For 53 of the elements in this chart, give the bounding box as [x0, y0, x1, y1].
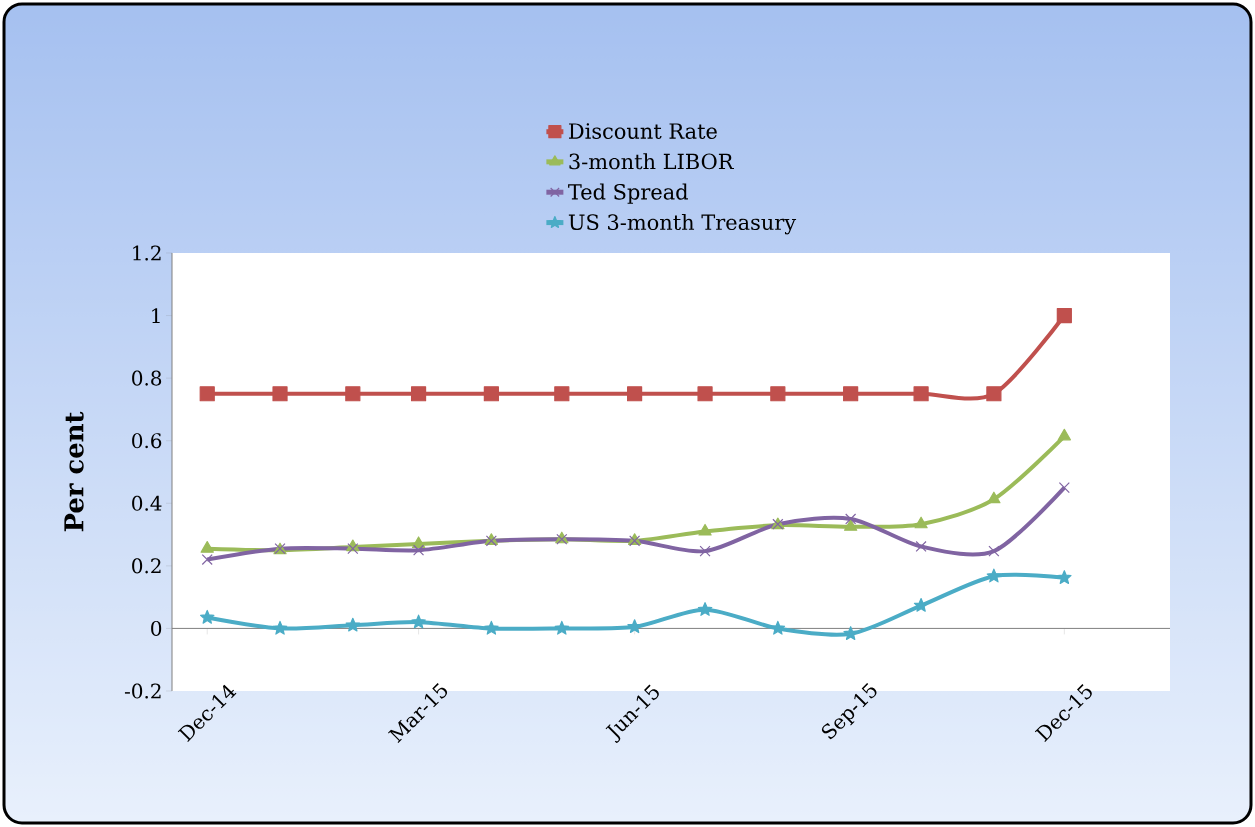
- point: [915, 540, 927, 552]
- point: [627, 619, 642, 634]
- point: [1057, 570, 1072, 584]
- point: [411, 614, 426, 629]
- point: [843, 626, 858, 640]
- y-axis-title: Per cent: [64, 411, 84, 532]
- point: [770, 386, 786, 402]
- point: [200, 541, 214, 553]
- y-tick-label: -0.2: [124, 683, 161, 699]
- point: [913, 597, 929, 612]
- point: [483, 386, 499, 402]
- point: [986, 386, 1002, 402]
- y-tick-label: 0.4: [132, 495, 162, 511]
- point: [913, 386, 929, 402]
- legend-label: 3-month LIBOR: [569, 153, 734, 170]
- y-tick-label: 0: [151, 620, 162, 636]
- point: [554, 620, 570, 635]
- point: [986, 568, 1002, 583]
- legend-label: Discount Rate: [569, 123, 717, 139]
- point: [484, 620, 499, 635]
- point: [843, 519, 858, 531]
- point: [914, 516, 928, 529]
- point: [845, 513, 857, 525]
- point: [347, 543, 359, 555]
- point: [698, 523, 712, 536]
- point: [201, 554, 213, 566]
- point: [345, 617, 361, 632]
- point: [988, 545, 1000, 557]
- point: [1056, 307, 1072, 324]
- point: [770, 620, 786, 635]
- point: [199, 386, 215, 402]
- point: [1057, 428, 1071, 441]
- point: [843, 386, 859, 402]
- y-tick-label: 1: [152, 308, 160, 323]
- y-tick-label: 0.6: [132, 433, 162, 449]
- point: [272, 386, 288, 402]
- y-tick-label: 1.2: [133, 245, 161, 261]
- point: [987, 491, 1001, 504]
- y-tick-label: 0.8: [132, 370, 162, 386]
- legend-label: US 3-month Treasury: [568, 213, 797, 235]
- point: [554, 386, 570, 402]
- point: [699, 545, 711, 557]
- point: [272, 620, 288, 635]
- point: [697, 602, 713, 616]
- point: [199, 609, 215, 624]
- point: [413, 544, 425, 556]
- y-tick-label: 0.2: [132, 558, 161, 574]
- point: [410, 386, 427, 402]
- point: [1058, 482, 1070, 494]
- legend-label: Ted Spread: [568, 183, 688, 204]
- point: [345, 386, 361, 402]
- point: [697, 386, 713, 402]
- point: [627, 386, 643, 402]
